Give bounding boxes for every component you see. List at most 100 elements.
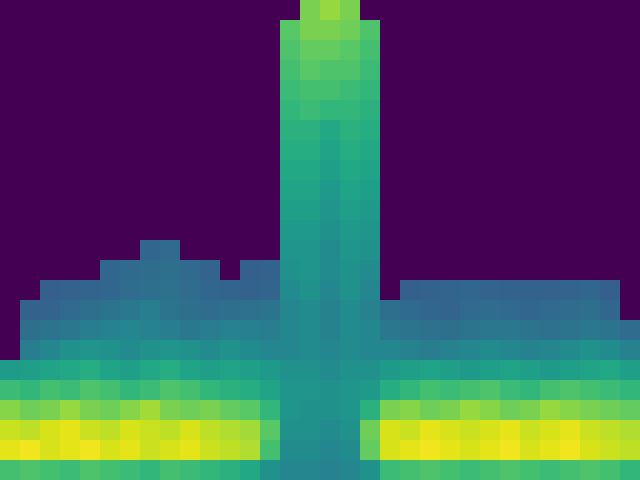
heatmap-cell <box>120 100 141 121</box>
heatmap-cell <box>360 0 381 21</box>
heatmap-cell <box>380 280 401 301</box>
heatmap-cell <box>240 140 261 161</box>
heatmap-cell <box>380 160 401 181</box>
heatmap-cell <box>160 160 181 181</box>
heatmap-cell <box>20 440 41 461</box>
heatmap-cell <box>560 300 581 321</box>
heatmap-cell <box>60 80 81 101</box>
heatmap-cell <box>280 360 301 381</box>
heatmap-cell <box>380 320 401 341</box>
heatmap-cell <box>180 440 201 461</box>
heatmap-cell <box>540 460 561 480</box>
heatmap-cell <box>200 160 221 181</box>
heatmap-cell <box>20 100 41 121</box>
heatmap-cell <box>0 260 21 281</box>
heatmap-cell <box>420 0 441 21</box>
heatmap-cell <box>600 240 621 261</box>
heatmap-cell <box>280 460 301 480</box>
heatmap-cell <box>620 460 640 480</box>
heatmap-cell <box>120 60 141 81</box>
heatmap-cell <box>20 220 41 241</box>
heatmap-cell <box>120 460 141 480</box>
heatmap-cell <box>220 240 241 261</box>
heatmap-cell <box>60 460 81 480</box>
heatmap-cell <box>0 100 21 121</box>
heatmap-cell <box>360 440 381 461</box>
heatmap-cell <box>440 280 461 301</box>
heatmap-cell <box>540 140 561 161</box>
heatmap-cell <box>340 140 361 161</box>
heatmap-cell <box>360 240 381 261</box>
heatmap-cell <box>460 380 481 401</box>
heatmap-cell <box>100 440 121 461</box>
heatmap-cell <box>60 260 81 281</box>
heatmap-cell <box>540 240 561 261</box>
heatmap-cell <box>560 80 581 101</box>
heatmap-cell <box>400 400 421 421</box>
heatmap-cell <box>360 200 381 221</box>
heatmap-cell <box>160 120 181 141</box>
heatmap-cell <box>600 220 621 241</box>
heatmap-cell <box>260 240 281 261</box>
heatmap-cell <box>300 0 321 21</box>
heatmap-cell <box>280 100 301 121</box>
heatmap-cell <box>580 20 601 41</box>
heatmap-cell <box>160 440 181 461</box>
heatmap-cell <box>300 280 321 301</box>
heatmap-cell <box>360 380 381 401</box>
heatmap-cell <box>360 340 381 361</box>
heatmap-cell <box>40 320 61 341</box>
heatmap-cell <box>40 280 61 301</box>
heatmap-cell <box>80 160 101 181</box>
heatmap-cell <box>480 220 501 241</box>
heatmap-cell <box>140 320 161 341</box>
heatmap-cell <box>80 240 101 261</box>
heatmap-cell <box>140 340 161 361</box>
heatmap-cell <box>120 40 141 61</box>
heatmap-cell <box>500 420 521 441</box>
heatmap-cell <box>360 40 381 61</box>
heatmap-cell <box>400 360 421 381</box>
heatmap-cell <box>240 40 261 61</box>
heatmap-cell <box>620 160 640 181</box>
heatmap-cell <box>300 400 321 421</box>
heatmap-cell <box>380 80 401 101</box>
heatmap-cell <box>540 280 561 301</box>
heatmap-cell <box>620 120 640 141</box>
heatmap-cell <box>200 420 221 441</box>
heatmap-cell <box>20 60 41 81</box>
heatmap-cell <box>620 0 640 21</box>
heatmap-cell <box>460 100 481 121</box>
heatmap-cell <box>580 340 601 361</box>
heatmap-cell <box>40 460 61 480</box>
heatmap-cell <box>100 0 121 21</box>
heatmap-cell <box>60 420 81 441</box>
heatmap-cell <box>320 460 341 480</box>
heatmap-cell <box>580 180 601 201</box>
heatmap-cell <box>180 140 201 161</box>
heatmap-cell <box>40 100 61 121</box>
heatmap-cell <box>60 280 81 301</box>
heatmap-cell <box>480 120 501 141</box>
heatmap-cell <box>340 300 361 321</box>
heatmap-cell <box>500 60 521 81</box>
heatmap-cell <box>300 200 321 221</box>
heatmap-cell <box>400 300 421 321</box>
heatmap-cell <box>320 20 341 41</box>
heatmap-cell <box>300 300 321 321</box>
heatmap-cell <box>220 120 241 141</box>
heatmap-cell <box>380 40 401 61</box>
heatmap-cell <box>520 80 541 101</box>
heatmap-cell <box>500 40 521 61</box>
heatmap-cell <box>300 160 321 181</box>
heatmap-cell <box>280 420 301 441</box>
heatmap-cell <box>460 420 481 441</box>
heatmap-cell <box>500 300 521 321</box>
heatmap-cell <box>620 100 640 121</box>
heatmap-cell <box>0 220 21 241</box>
heatmap-cell <box>540 80 561 101</box>
heatmap-cell <box>60 380 81 401</box>
heatmap-cell <box>220 140 241 161</box>
heatmap-cell <box>360 140 381 161</box>
heatmap-cell <box>620 280 640 301</box>
